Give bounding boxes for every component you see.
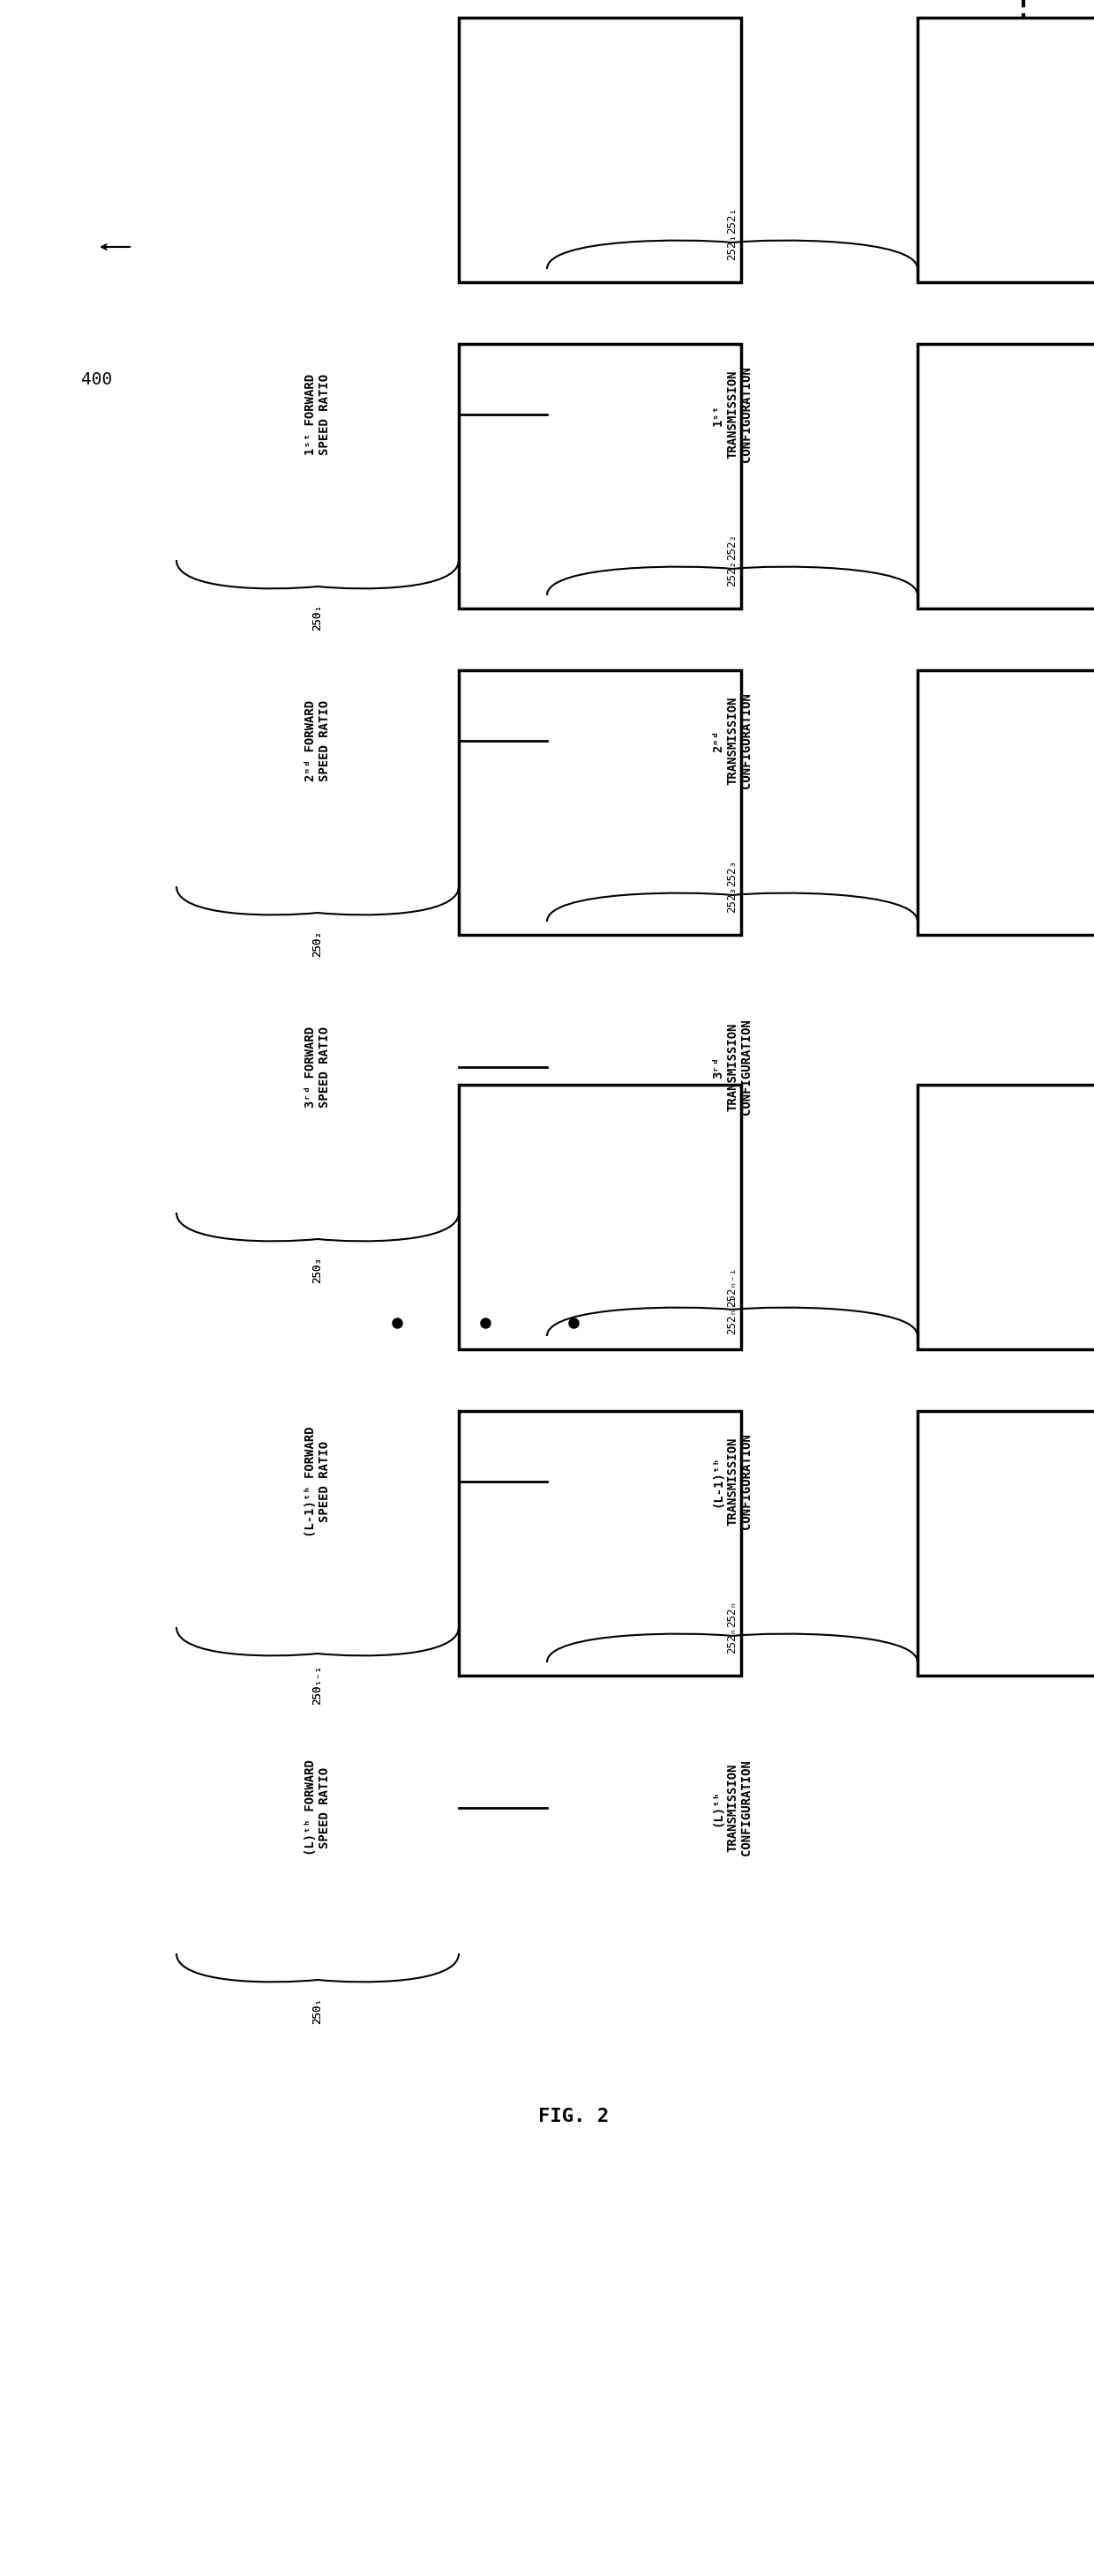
Text: 252₁: 252₁: [726, 206, 738, 234]
Text: 3ʳᵈ
TRANSMISSION
CONFIGURATION: 3ʳᵈ TRANSMISSION CONFIGURATION: [712, 1020, 753, 1115]
Text: 252ₙ₋₁: 252ₙ₋₁: [726, 1293, 738, 1334]
Text: 250₂: 250₂: [312, 930, 324, 956]
Text: 252₃: 252₃: [726, 860, 738, 886]
Text: (L)ᵗʰ
TRANSMISSION
CONFIGURATION: (L)ᵗʰ TRANSMISSION CONFIGURATION: [712, 1759, 753, 1855]
Text: (L)ᵗʰ FORWARD
SPEED RATIO: (L)ᵗʰ FORWARD SPEED RATIO: [304, 1759, 330, 1855]
Text: 252₃: 252₃: [726, 886, 738, 912]
Text: 250₁: 250₁: [312, 605, 324, 631]
Bar: [918, 18, 1094, 283]
Text: 252ₙ: 252ₙ: [726, 1600, 738, 1628]
Text: 3ʳᵈ FORWARD
SPEED RATIO: 3ʳᵈ FORWARD SPEED RATIO: [304, 1025, 330, 1108]
Bar: [918, 670, 1094, 935]
Text: (L-1)ᵗʰ
TRANSMISSION
CONFIGURATION: (L-1)ᵗʰ TRANSMISSION CONFIGURATION: [712, 1435, 753, 1530]
Bar: [918, 1084, 1094, 1350]
Text: 250ₗ: 250ₗ: [312, 1996, 324, 2025]
Text: 250ₗ: 250ₗ: [312, 1996, 324, 2025]
Bar: [458, 670, 741, 935]
Text: 252₁: 252₁: [726, 234, 738, 260]
Text: 250₃: 250₃: [312, 1257, 324, 1283]
Text: 250₁: 250₁: [312, 605, 324, 631]
Text: 250₃: 250₃: [312, 1257, 324, 1283]
Bar: [458, 1412, 741, 1674]
Bar: [458, 1084, 741, 1350]
Text: 250₂: 250₂: [312, 930, 324, 956]
Bar: [918, 345, 1094, 608]
Bar: [1023, 0, 1094, 222]
Bar: [458, 18, 741, 283]
Text: 1ˢᵗ FORWARD
SPEED RATIO: 1ˢᵗ FORWARD SPEED RATIO: [304, 374, 330, 456]
Text: (L-1)ᵗʰ FORWARD
SPEED RATIO: (L-1)ᵗʰ FORWARD SPEED RATIO: [304, 1427, 330, 1538]
Text: 252ₙ₋₁: 252ₙ₋₁: [726, 1267, 738, 1309]
Text: 400: 400: [81, 371, 113, 386]
Text: FIG. 2: FIG. 2: [538, 2107, 609, 2125]
Text: 1ˢᵗ
TRANSMISSION
CONFIGURATION: 1ˢᵗ TRANSMISSION CONFIGURATION: [712, 366, 753, 464]
Text: 250ₗ₋₁: 250ₗ₋₁: [312, 1664, 324, 1705]
Text: 252₂: 252₂: [726, 559, 738, 587]
Bar: [918, 1412, 1094, 1674]
Text: 252₂: 252₂: [726, 533, 738, 559]
Text: 250ₗ₋₁: 250ₗ₋₁: [312, 1664, 324, 1705]
Bar: [458, 345, 741, 608]
Text: 2ⁿᵈ FORWARD
SPEED RATIO: 2ⁿᵈ FORWARD SPEED RATIO: [304, 701, 330, 781]
Text: 252ₙ: 252ₙ: [726, 1628, 738, 1654]
Text: 2ⁿᵈ
TRANSMISSION
CONFIGURATION: 2ⁿᵈ TRANSMISSION CONFIGURATION: [712, 693, 753, 788]
